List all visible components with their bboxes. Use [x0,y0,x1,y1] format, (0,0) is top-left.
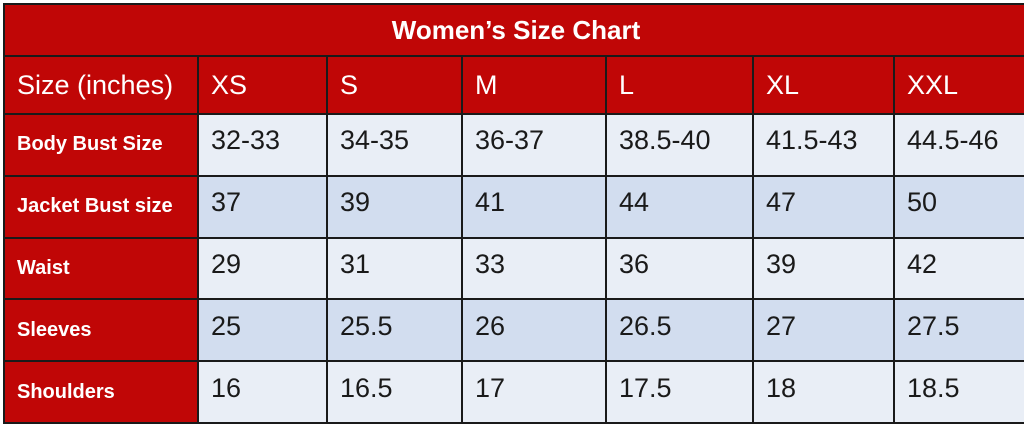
value-cell: 41 [461,174,607,239]
value-cell: 44.5-46 [892,113,1024,177]
value-cell: 17 [461,360,607,424]
value-cell: 26.5 [605,298,754,363]
table-row-shoulders: Shoulders 16 16.5 17 17.5 18 18.5 [3,360,1024,424]
value-cell: 31 [326,236,463,301]
value-cell: 34-35 [326,113,463,177]
header-row: Size (inches) XS S M L XL XXL [3,55,1024,115]
value-cell: 39 [326,174,463,239]
value-cell: 17.5 [605,360,754,424]
header-cell-size-inches: Size (inches) [3,55,199,115]
row-label: Body Bust Size [3,113,199,177]
table-row-waist: Waist 29 31 33 36 39 42 [3,236,1024,301]
value-cell: 37 [197,174,328,239]
header-cell-s: S [326,55,463,115]
size-table: Women’s Size Chart Size (inches) XS S M … [2,3,1024,424]
value-cell: 18 [752,360,895,424]
value-cell: 27.5 [892,298,1024,363]
row-label: Jacket Bust size [3,174,199,239]
header-cell-xs: XS [197,55,328,115]
table-row-body-bust: Body Bust Size 32-33 34-35 36-37 38.5-40… [3,113,1024,177]
value-cell: 27 [752,298,895,363]
value-cell: 33 [461,236,607,301]
row-label: Sleeves [3,298,199,363]
value-cell: 36-37 [461,113,607,177]
value-cell: 47 [752,174,895,239]
value-cell: 32-33 [197,113,328,177]
row-label: Waist [3,236,199,301]
header-cell-m: M [461,55,607,115]
title-row: Women’s Size Chart [2,3,1024,57]
value-cell: 36 [605,236,754,301]
row-label: Shoulders [3,360,199,424]
page-title: Women’s Size Chart [2,3,1024,57]
table-row-sleeves: Sleeves 25 25.5 26 26.5 27 27.5 [3,298,1024,363]
value-cell: 39 [752,236,895,301]
value-cell: 44 [605,174,754,239]
header-cell-xxl: XXL [892,55,1024,115]
value-cell: 38.5-40 [605,113,754,177]
value-cell: 18.5 [892,360,1024,424]
value-cell: 16.5 [326,360,463,424]
value-cell: 29 [197,236,328,301]
header-cell-l: L [605,55,754,115]
value-cell: 50 [892,174,1024,239]
value-cell: 16 [197,360,328,424]
value-cell: 41.5-43 [752,113,895,177]
table-row-jacket-bust: Jacket Bust size 37 39 41 44 47 50 [3,174,1024,239]
value-cell: 26 [461,298,607,363]
value-cell: 25.5 [326,298,463,363]
header-cell-xl: XL [752,55,895,115]
value-cell: 42 [892,236,1024,301]
value-cell: 25 [197,298,328,363]
